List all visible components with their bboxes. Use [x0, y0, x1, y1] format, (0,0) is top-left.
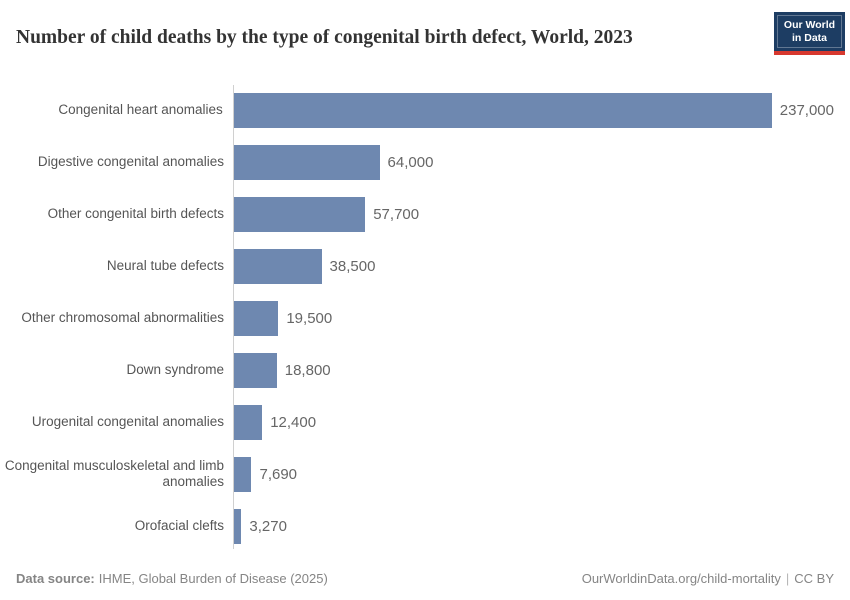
owid-logo-accent-bar: [774, 51, 845, 55]
value-label: 64,000: [387, 153, 434, 171]
category-label: Congenital musculoskeletal and limb anom…: [4, 458, 224, 489]
chart-row: Urogenital congenital anomalies 12,400: [0, 396, 834, 448]
license-link[interactable]: CC BY: [794, 571, 834, 586]
value-label: 19,500: [286, 309, 333, 327]
chart-row: Congenital heart anomalies 237,000: [0, 84, 834, 136]
bar[interactable]: [232, 92, 772, 128]
bar-track: 3,270: [233, 500, 834, 552]
chart-row: Other congenital birth defects 57,700: [0, 188, 834, 240]
attribution-separator: |: [785, 571, 790, 586]
value-label: 12,400: [270, 413, 317, 431]
category-label: Other congenital birth defects: [47, 206, 224, 221]
category-label: Neural tube defects: [106, 258, 224, 273]
chart-footer: Data source: IHME, Global Burden of Disea…: [16, 571, 834, 586]
bar-track: 38,500: [233, 240, 834, 292]
owid-logo[interactable]: Our World in Data: [774, 12, 845, 55]
chart-row: Down syndrome 18,800: [0, 344, 834, 396]
value-label: 38,500: [329, 257, 376, 275]
bar[interactable]: [234, 144, 380, 180]
attribution: OurWorldinData.org/child-mortality | CC BY: [582, 571, 834, 586]
y-axis-line: [233, 85, 234, 549]
data-source-note: Data source: IHME, Global Burden of Disea…: [16, 571, 328, 586]
value-label: 18,800: [284, 361, 331, 379]
category-label: Digestive congenital anomalies: [37, 154, 224, 169]
chart-row: Congenital musculoskeletal and limb anom…: [0, 448, 834, 500]
data-source-label: Data source:: [16, 571, 95, 586]
bar-track: 57,700: [233, 188, 834, 240]
owid-logo-line1: Our World: [783, 18, 836, 31]
category-label: Orofacial clefts: [134, 518, 224, 533]
bar-track: 7,690: [233, 448, 834, 500]
owid-logo-line2: in Data: [791, 31, 827, 44]
bar-rows: Congenital heart anomalies 237,000 Digesti…: [0, 84, 834, 552]
category-label: Other chromosomal abnormalities: [21, 310, 224, 325]
bar[interactable]: [234, 404, 263, 440]
bar-track: 18,800: [233, 344, 834, 396]
value-label: 237,000: [779, 101, 834, 119]
category-label: Congenital heart anomalies: [58, 102, 223, 117]
value-label: 3,270: [249, 517, 287, 535]
owid-logo-text: Our World in Data: [777, 15, 842, 48]
chart-row: Digestive congenital anomalies 64,000: [0, 136, 834, 188]
bar-track: 64,000: [233, 136, 834, 188]
bar[interactable]: [234, 352, 277, 388]
owid-url-link[interactable]: OurWorldinData.org/child-mortality: [581, 571, 781, 586]
value-label: 7,690: [259, 465, 298, 483]
chart-row: Neural tube defects 38,500: [0, 240, 834, 292]
bar-track: 237,000: [232, 84, 834, 136]
bar[interactable]: [234, 508, 242, 544]
page-title: Number of child deaths by the type of co…: [16, 27, 633, 49]
category-label: Down syndrome: [126, 362, 224, 377]
bar[interactable]: [234, 248, 322, 284]
chart-row: Other chromosomal abnormalities 19,500: [0, 292, 834, 344]
bar-track: 12,400: [233, 396, 834, 448]
bar[interactable]: [234, 456, 252, 492]
bar-track: 19,500: [233, 292, 834, 344]
data-source-value: IHME, Global Burden of Disease (2025): [98, 571, 328, 586]
bar-chart: Congenital heart anomalies 237,000 Digesti…: [0, 84, 834, 552]
value-label: 57,700: [373, 205, 420, 223]
chart-row: Orofacial clefts 3,270: [0, 500, 834, 552]
bar[interactable]: [234, 196, 366, 232]
bar[interactable]: [234, 300, 279, 336]
category-label: Urogenital congenital anomalies: [31, 414, 224, 429]
